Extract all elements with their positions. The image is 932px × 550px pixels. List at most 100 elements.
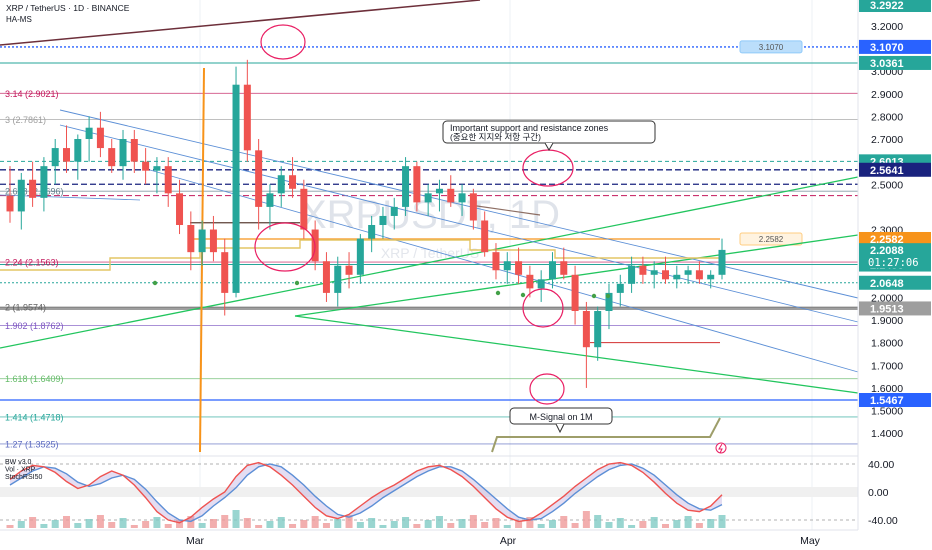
volume-bar: [458, 519, 466, 528]
candle-body: [289, 175, 297, 189]
volume-bar: [153, 517, 161, 528]
volume-bar: [548, 520, 556, 528]
volume-bar: [707, 519, 715, 528]
countdown-label: 01:27:06: [868, 257, 919, 269]
candle: [390, 197, 398, 230]
volume-bar: [368, 518, 376, 528]
candle: [85, 116, 93, 162]
fib-label: 1.27 (1.3525): [5, 439, 59, 449]
candle: [368, 215, 376, 253]
volume-bar: [85, 519, 93, 528]
candle-body: [6, 195, 14, 212]
candle-body: [142, 161, 150, 171]
volume-bar: [119, 518, 127, 528]
candle-body: [594, 310, 602, 348]
candle: [176, 179, 184, 235]
symbol-title: XRP / TetherUS · 1D · BINANCE: [6, 3, 130, 13]
volume-bar: [526, 517, 534, 528]
candle: [142, 148, 150, 185]
candle: [221, 238, 229, 316]
candle: [96, 111, 104, 158]
volume-bar: [424, 520, 432, 528]
volume-bar: [537, 524, 545, 528]
candle: [198, 220, 206, 266]
volume-bar: [605, 522, 613, 528]
price-badge-label: 3.1070: [870, 42, 904, 54]
candle: [560, 247, 568, 280]
candle-body: [515, 261, 523, 275]
y-tick-label: 2.9000: [871, 89, 903, 101]
volume-bar: [96, 515, 104, 528]
signal-marker: [294, 280, 300, 286]
volume-bar: [243, 518, 251, 528]
candle: [515, 247, 523, 284]
channel-line: [59, 124, 859, 323]
volume-bar: [503, 525, 511, 528]
price-badge: [859, 243, 931, 258]
signal-marker: [152, 280, 158, 286]
y-tick-label: 1.6000: [871, 383, 903, 395]
event-icon: [715, 442, 727, 454]
candle-body: [481, 220, 489, 253]
fib-label: 3 (2.7861): [5, 115, 46, 125]
candle: [424, 184, 432, 216]
time-axis-bg: [0, 530, 858, 550]
volume-bar: [481, 522, 489, 528]
candle-body: [605, 292, 613, 311]
price-badge: [859, 301, 931, 316]
fib-label: 3.14 (2.9021): [5, 89, 59, 99]
candle-body: [492, 252, 500, 271]
oscillator-band: [0, 487, 858, 497]
volume-bar: [130, 525, 138, 528]
candle-body: [300, 188, 308, 230]
candle: [661, 256, 669, 284]
volume-bar: [29, 517, 37, 528]
highlight-circle: [522, 149, 574, 187]
candle: [469, 188, 477, 230]
candle: [684, 265, 692, 284]
candle-body: [266, 193, 274, 207]
osc-tick-label: -40.00: [868, 515, 898, 527]
volume-bar: [51, 520, 59, 528]
price-badge-label: 2.0648: [870, 278, 904, 290]
volume-bar: [650, 517, 658, 528]
ha-ms-line: [0, 239, 720, 271]
candle-body: [221, 252, 229, 293]
candle: [707, 270, 715, 289]
x-tick-label: Mar: [186, 535, 205, 547]
candle-body: [548, 261, 556, 280]
volume-bar: [17, 521, 25, 528]
oscillator-legend: StochRSI50: [5, 474, 42, 481]
candle-body: [402, 166, 410, 207]
volume-bar: [616, 518, 624, 528]
stoch-d-line: [9, 463, 723, 523]
candle-body: [379, 215, 387, 226]
candle: [29, 161, 37, 207]
annotation-text: M-Signal on 1M: [529, 412, 592, 422]
candle-body: [458, 193, 466, 203]
volume-bar: [684, 516, 692, 528]
volume-bar: [40, 524, 48, 528]
price-badge: [859, 393, 931, 407]
volume-bar: [718, 515, 726, 528]
candle-body: [108, 148, 116, 167]
candle-body: [232, 84, 240, 293]
candle: [537, 270, 545, 302]
osc-tick-label: 0.00: [868, 487, 889, 499]
volume-bar: [356, 522, 364, 528]
candle-body: [63, 148, 71, 162]
candle: [571, 265, 579, 325]
volume-bar: [560, 516, 568, 528]
candle: [232, 66, 240, 298]
volume-bar: [594, 515, 602, 528]
candle-body: [119, 139, 127, 167]
candle-body: [424, 193, 432, 203]
trend-line-top: [0, 0, 481, 46]
candle-body: [164, 166, 172, 194]
volume-bar: [571, 523, 579, 528]
annotation-pointer: [555, 423, 565, 434]
volume-bar: [74, 523, 82, 528]
candle-body: [616, 283, 624, 293]
price-badge: [859, 39, 931, 54]
